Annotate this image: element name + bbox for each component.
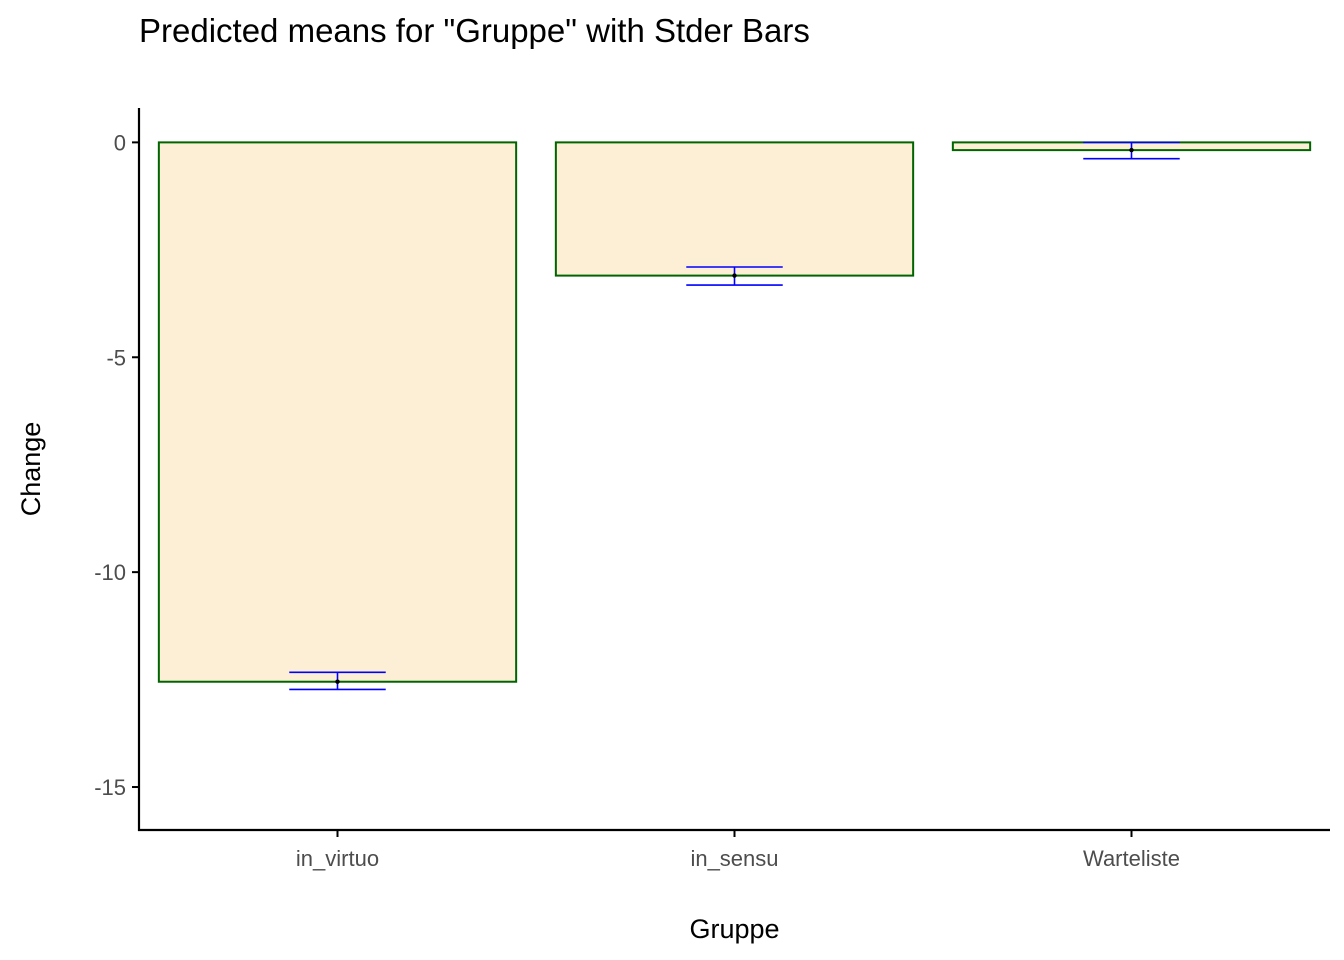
y-tick-label: 0 [114, 130, 126, 155]
x-tick-label: in_sensu [690, 846, 778, 871]
x-axis-title: Gruppe [689, 914, 779, 944]
y-tick-label: -10 [94, 560, 126, 585]
mean-point [732, 273, 737, 278]
y-axis-title: Change [16, 422, 46, 517]
x-tick-label: in_virtuo [296, 846, 379, 871]
error-bar-in-sensu [686, 266, 783, 286]
bars-layer [157, 141, 1312, 683]
error-bars-layer [289, 141, 1180, 691]
error-bar-in-virtuo [289, 671, 386, 691]
y-tick-label: -15 [94, 775, 126, 800]
chart-title: Predicted means for "Gruppe" with Stder … [139, 12, 810, 49]
x-tick-label: Warteliste [1083, 846, 1180, 871]
bar-in-sensu [554, 141, 915, 277]
axes-layer: 0 -5 -10 -15 in_virtuo in_sensu Warteliste [94, 108, 1330, 871]
error-bar-warteliste [1083, 141, 1180, 160]
y-tick-label: -5 [106, 345, 126, 370]
mean-point [335, 679, 340, 684]
mean-point [1129, 147, 1134, 153]
bar-in-virtuo [157, 141, 518, 683]
